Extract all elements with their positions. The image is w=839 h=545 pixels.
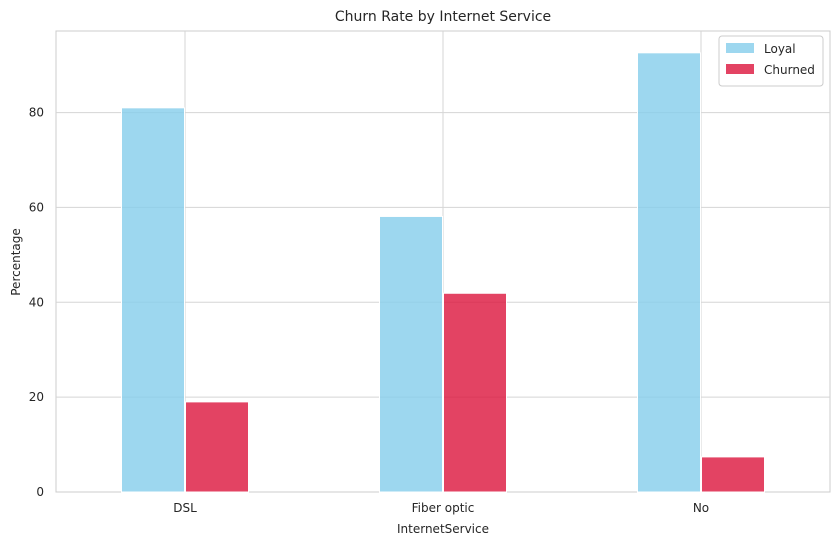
y-tick-labels: 0 20 40 60 80 (29, 106, 44, 499)
y-tick-label: 20 (29, 390, 44, 404)
x-tick-label: Fiber optic (412, 501, 475, 515)
y-tick-label: 40 (29, 295, 44, 309)
y-tick-label: 80 (29, 106, 44, 120)
x-axis-label: InternetService (397, 522, 489, 536)
x-tick-labels: DSL Fiber optic No (173, 501, 709, 515)
legend: Loyal Churned (718, 35, 824, 87)
chart-title: Churn Rate by Internet Service (335, 9, 551, 25)
bar-loyal-no (637, 52, 701, 493)
y-tick-label: 60 (29, 200, 44, 214)
bar-churned-fiber-optic (443, 292, 507, 493)
bar-loyal-dsl (121, 107, 185, 493)
legend-swatch-loyal (726, 43, 754, 53)
x-tick-label: DSL (173, 501, 197, 515)
legend-swatch-churned (726, 64, 754, 74)
bar-churned-no (701, 456, 765, 493)
y-axis-label: Percentage (9, 228, 23, 296)
bar-churned-dsl (185, 401, 249, 493)
legend-label-loyal: Loyal (764, 42, 796, 56)
bars (121, 52, 765, 493)
y-tick-label: 0 (36, 485, 44, 499)
bar-loyal-fiber-optic (379, 215, 443, 493)
legend-label-churned: Churned (764, 63, 815, 77)
x-tick-label: No (693, 501, 709, 515)
